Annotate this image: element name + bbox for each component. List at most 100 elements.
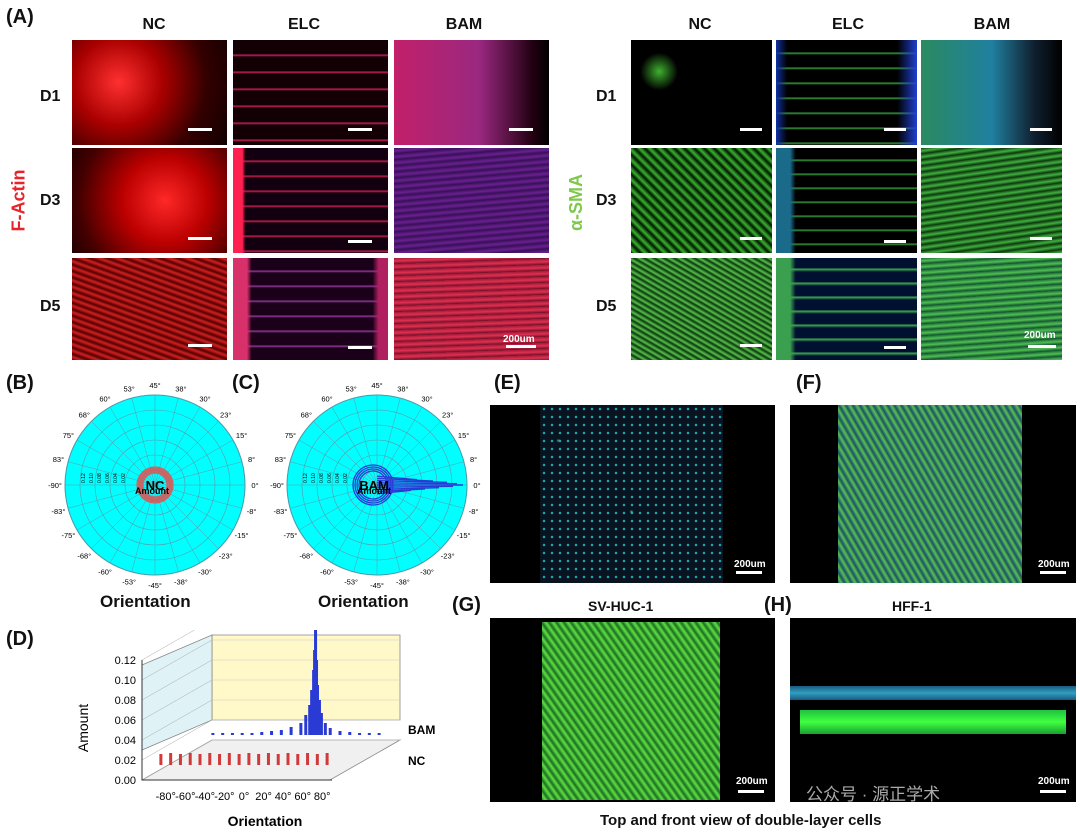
polar-angle-label: 75° xyxy=(285,431,296,440)
x-tick-label: -40° xyxy=(195,791,215,803)
col-header-nc-left: NC xyxy=(142,16,166,33)
polar-center-label: BAM xyxy=(359,478,389,493)
polar-data-ring xyxy=(142,472,168,498)
scale-bar-label: 200um xyxy=(1038,559,1070,570)
polar-angle-label: -60° xyxy=(320,568,334,577)
polar-angle-label: -90° xyxy=(270,481,284,490)
col-header-bam-right: BAM xyxy=(973,16,1011,33)
polar-angle-label: 30° xyxy=(421,394,432,403)
polar-data-spike xyxy=(376,479,448,484)
bar-nc xyxy=(266,753,270,765)
bar-bam xyxy=(289,727,293,735)
panel-d-label: (D) xyxy=(6,628,34,650)
y-tick-label: 0.08 xyxy=(115,695,136,707)
y-tick-label: 0.10 xyxy=(115,675,136,687)
image-factin-bam-d3 xyxy=(394,148,549,253)
bar-nc xyxy=(178,754,182,765)
scale-bar-label: 200um xyxy=(503,334,535,345)
image-panel-f: 200um xyxy=(790,405,1076,583)
bar-bam xyxy=(230,733,234,735)
polar-angle-label: -75° xyxy=(283,531,297,540)
polar-radial-tick: 0.10 xyxy=(89,473,95,483)
x-tick-label: 40° xyxy=(275,791,292,803)
polar-c-caption: Orientation xyxy=(318,592,409,611)
image-sma-bam-d3 xyxy=(921,148,1062,253)
bar-nc xyxy=(169,753,173,765)
col-header-elc-right: ELC xyxy=(832,16,864,33)
polar-grid-spoke xyxy=(154,484,242,509)
row-header-d5-right: D5 xyxy=(596,298,617,315)
polar-grid-spoke xyxy=(109,484,156,564)
bar-bam xyxy=(308,705,312,735)
polar-amount-label: Amount xyxy=(135,486,169,496)
polar-angle-label: 75° xyxy=(63,431,74,440)
polar-data-spike xyxy=(376,489,412,495)
polar-grid-spoke xyxy=(290,461,378,486)
polar-angle-label: -53° xyxy=(344,578,358,587)
x-tick-label: 20° xyxy=(255,791,272,803)
panel-c-label: (C) xyxy=(232,372,260,394)
y-tick-label: 0.12 xyxy=(115,655,136,667)
col-header-elc-left: ELC xyxy=(288,16,320,33)
polar-grid-spoke xyxy=(109,406,156,486)
grid-line xyxy=(141,739,213,781)
scale-bar-label: 200um xyxy=(1024,330,1056,341)
polar-angle-label: 8° xyxy=(248,455,255,464)
panel-h-label: (H) xyxy=(764,594,792,616)
bar-bam xyxy=(310,690,314,735)
scale-bar xyxy=(740,128,762,131)
bar-nc xyxy=(237,754,241,765)
x-tick-label: 80° xyxy=(314,791,331,803)
bar-nc xyxy=(159,754,163,765)
polar-data-spike xyxy=(376,488,426,493)
polar-radial-tick: 0.06 xyxy=(105,473,111,483)
polar-angle-label: 15° xyxy=(236,431,247,440)
polar-angle-label: -75° xyxy=(61,531,75,540)
panel-g-title: SV-HUC-1 xyxy=(588,598,654,614)
polar-center-label: NC xyxy=(146,478,165,493)
polar-radial-tick: 0.02 xyxy=(121,473,127,483)
bar-bam xyxy=(319,713,323,735)
polar-radial-tick: 0.12 xyxy=(81,473,87,483)
scale-bar xyxy=(188,344,212,347)
image-factin-nc-d1 xyxy=(72,40,227,145)
polar-data-ring xyxy=(139,469,170,500)
grid-line xyxy=(141,659,213,701)
image-factin-nc-d3 xyxy=(72,148,227,253)
bar-bam xyxy=(358,733,362,735)
polar-angle-label: 15° xyxy=(458,431,469,440)
bar-nc xyxy=(276,754,280,765)
series-label: BAM xyxy=(408,723,435,737)
chart-side-wall xyxy=(141,634,213,751)
bar-nc xyxy=(257,754,261,765)
polar-angle-label: -83° xyxy=(51,507,65,516)
row-header-d5-left: D5 xyxy=(40,298,61,315)
bar-nc xyxy=(296,754,300,765)
grid-line xyxy=(141,719,213,761)
polar-angle-label: -8° xyxy=(469,507,479,516)
polar-grid-spoke xyxy=(298,439,378,486)
polar-angle-label: -83° xyxy=(273,507,287,516)
bar-nc xyxy=(208,753,212,765)
polar-angle-label: 30° xyxy=(199,394,210,403)
polar-angle-label: 53° xyxy=(345,384,356,393)
row-header-d1-right: D1 xyxy=(596,88,617,105)
polar-grid-spoke xyxy=(154,439,234,486)
x-tick-label: 0° xyxy=(239,791,250,803)
polar-amount-label: Amount xyxy=(357,486,391,496)
x-tick-label: -60° xyxy=(175,791,195,803)
grid-line xyxy=(141,630,196,661)
polar-radial-tick: 0.10 xyxy=(311,473,317,483)
polar-angle-label: -23° xyxy=(219,552,233,561)
polar-angle-label: -8° xyxy=(247,507,257,516)
polar-data-ring xyxy=(136,466,174,504)
bar-bam xyxy=(260,732,264,735)
scale-bar xyxy=(348,240,372,243)
bar-nc xyxy=(286,753,290,765)
polar-angle-label: -15° xyxy=(457,531,471,540)
bar-bam xyxy=(250,733,254,735)
image-sma-bam-d1 xyxy=(921,40,1062,145)
polar-angle-label: 8° xyxy=(470,455,477,464)
polar-angle-label: -15° xyxy=(235,531,249,540)
row-header-d3-left: D3 xyxy=(40,192,61,209)
